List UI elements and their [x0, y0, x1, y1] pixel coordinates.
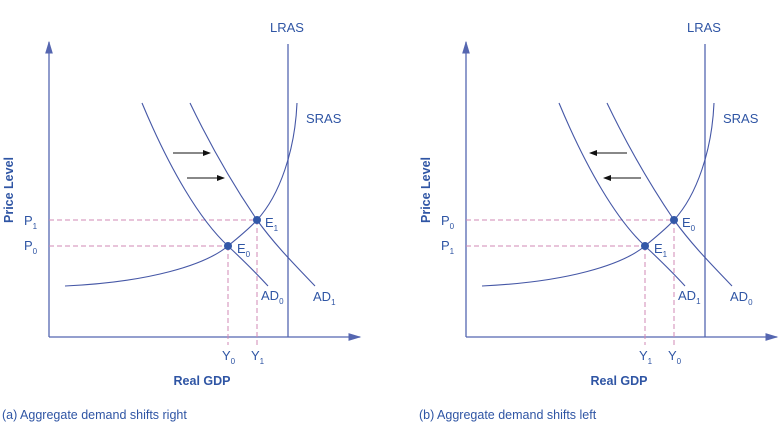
ad-right-label: AD1 [313, 289, 336, 307]
equilibrium-lower-point [224, 242, 232, 250]
panel-b: LRAS SRAS P0 P1 Y1 Y0 E0 E1 AD1 AD0 Real… [419, 20, 779, 422]
sras-label: SRAS [723, 111, 759, 126]
x-axis-label: Real GDP [591, 374, 648, 388]
eq-lower-label: E0 [237, 241, 251, 259]
output-right-label: Y0 [668, 348, 682, 366]
ad-right-curve [606, 102, 733, 287]
equilibrium-lower-point [641, 242, 649, 250]
ad-left-curve [558, 102, 686, 287]
ad-left-curve [141, 102, 269, 287]
output-right-label: Y1 [251, 348, 265, 366]
eq-upper-label: E1 [265, 215, 279, 233]
price-upper-label: P1 [24, 213, 38, 231]
panel-caption: (b) Aggregate demand shifts left [419, 408, 597, 422]
output-left-label: Y1 [639, 348, 653, 366]
ad-right-label: AD0 [730, 289, 753, 307]
ad-right-curve [189, 102, 316, 287]
sras-curve [481, 102, 715, 287]
eq-lower-label: E1 [654, 241, 668, 259]
equilibrium-upper-point [670, 216, 678, 224]
output-left-label: Y0 [222, 348, 236, 366]
panel-a: LRAS SRAS P1 P0 Y0 Y1 E1 E0 AD0 AD1 Real… [2, 20, 362, 422]
y-axis-label: Price Level [2, 157, 16, 223]
eq-upper-label: E0 [682, 215, 696, 233]
lras-label: LRAS [270, 20, 304, 35]
panel-caption: (a) Aggregate demand shifts right [2, 408, 187, 422]
x-axis-label: Real GDP [174, 374, 231, 388]
ad-left-label: AD0 [261, 288, 284, 306]
price-upper-label: P0 [441, 213, 455, 231]
price-lower-label: P0 [24, 238, 38, 256]
equilibrium-upper-point [253, 216, 261, 224]
ad-left-label: AD1 [678, 288, 701, 306]
sras-label: SRAS [306, 111, 342, 126]
sras-curve [64, 102, 298, 287]
price-lower-label: P1 [441, 238, 455, 256]
lras-label: LRAS [687, 20, 721, 35]
y-axis-label: Price Level [419, 157, 433, 223]
